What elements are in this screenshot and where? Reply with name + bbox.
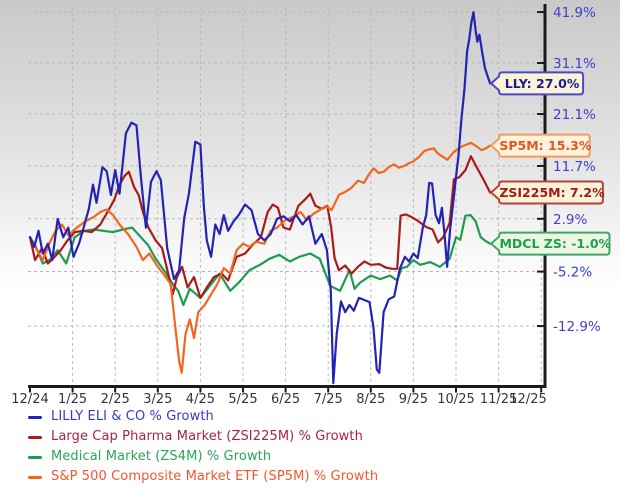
- callout-tag: [490, 133, 591, 158]
- x-tick-label: 6/25: [271, 392, 300, 407]
- series-line-0: [28, 11, 492, 385]
- axes: [28, 4, 547, 388]
- series-line-2: [28, 214, 492, 307]
- y-tick-label: -12.9%: [553, 319, 601, 335]
- callout-tag: [490, 71, 585, 96]
- y-tick-label: 2.9%: [553, 212, 587, 228]
- x-tick-label: 11/25: [480, 392, 517, 407]
- legend-swatch-medical-market: [28, 455, 42, 459]
- series-line-1: [28, 155, 492, 299]
- legend-swatch-lly: [28, 415, 42, 419]
- callout-value-label: MDCL ZS: -1.0%: [499, 236, 611, 251]
- x-tick-label: 9/25: [399, 392, 428, 407]
- callout-value-label: LLY: 27.0%: [505, 76, 580, 91]
- callout-tag: [490, 231, 611, 256]
- y-tick-label: -5.2%: [553, 265, 592, 281]
- growth-chart: 41.9% 31.1% 21.1% 11.7% 2.9% -5.2% -12.9% 12/24…: [11, 4, 612, 407]
- gridlines: [28, 7, 545, 385]
- chart-legend: LILLY ELI & CO % Growth Large Cap Pharma…: [28, 407, 378, 487]
- x-tick-label: 5/25: [228, 392, 257, 407]
- x-tick-label: 2/25: [101, 392, 130, 407]
- callout-value-label: ZSI225M: 7.2%: [499, 185, 605, 200]
- x-tick-label: 4/25: [186, 392, 215, 407]
- y-tick-label: 11.7%: [553, 159, 596, 175]
- callout-1: ZSI225M: 7.2%: [490, 180, 605, 205]
- x-tick-label: 12/25: [509, 392, 546, 407]
- legend-swatch-large-cap-pharma: [28, 435, 42, 439]
- callout-value-label: SP5M: 15.3%: [499, 138, 591, 153]
- callout-3: SP5M: 15.3%: [490, 133, 592, 158]
- legend-item-medical-market: Medical Market (ZS4M) % Growth: [28, 447, 378, 467]
- y-tick-label: 31.1%: [553, 56, 596, 72]
- legend-item-large-cap-pharma: Large Cap Pharma Market (ZSI225M) % Grow…: [28, 427, 378, 447]
- callout-2: MDCL ZS: -1.0%: [490, 231, 612, 256]
- legend-swatch-sp500: [28, 475, 42, 479]
- legend-label-large-cap-pharma: Large Cap Pharma Market (ZSI225M) % Grow…: [51, 429, 363, 444]
- legend-label-sp500: S&P 500 Composite Market ETF (SP5M) % Gr…: [51, 469, 379, 484]
- legend-item-sp500: S&P 500 Composite Market ETF (SP5M) % Gr…: [28, 467, 378, 487]
- callout-tag: [490, 180, 604, 205]
- x-tick-label: 7/25: [314, 392, 343, 407]
- x-tick-label: 3/25: [143, 392, 172, 407]
- x-tick-label: 12/24: [11, 392, 48, 407]
- y-tick-label: 41.9%: [553, 5, 596, 21]
- legend-label-medical-market: Medical Market (ZS4M) % Growth: [51, 449, 272, 464]
- series-line-3: [28, 141, 492, 374]
- legend-label-lly: LILLY ELI & CO % Growth: [51, 409, 214, 424]
- legend-item-lly: LILLY ELI & CO % Growth: [28, 407, 378, 427]
- x-tick-label: 10/25: [437, 392, 474, 407]
- callout-0: LLY: 27.0%: [490, 71, 585, 96]
- x-tick-label: 1/25: [58, 392, 87, 407]
- x-tick-label: 8/25: [356, 392, 385, 407]
- y-tick-label: 21.1%: [553, 107, 596, 123]
